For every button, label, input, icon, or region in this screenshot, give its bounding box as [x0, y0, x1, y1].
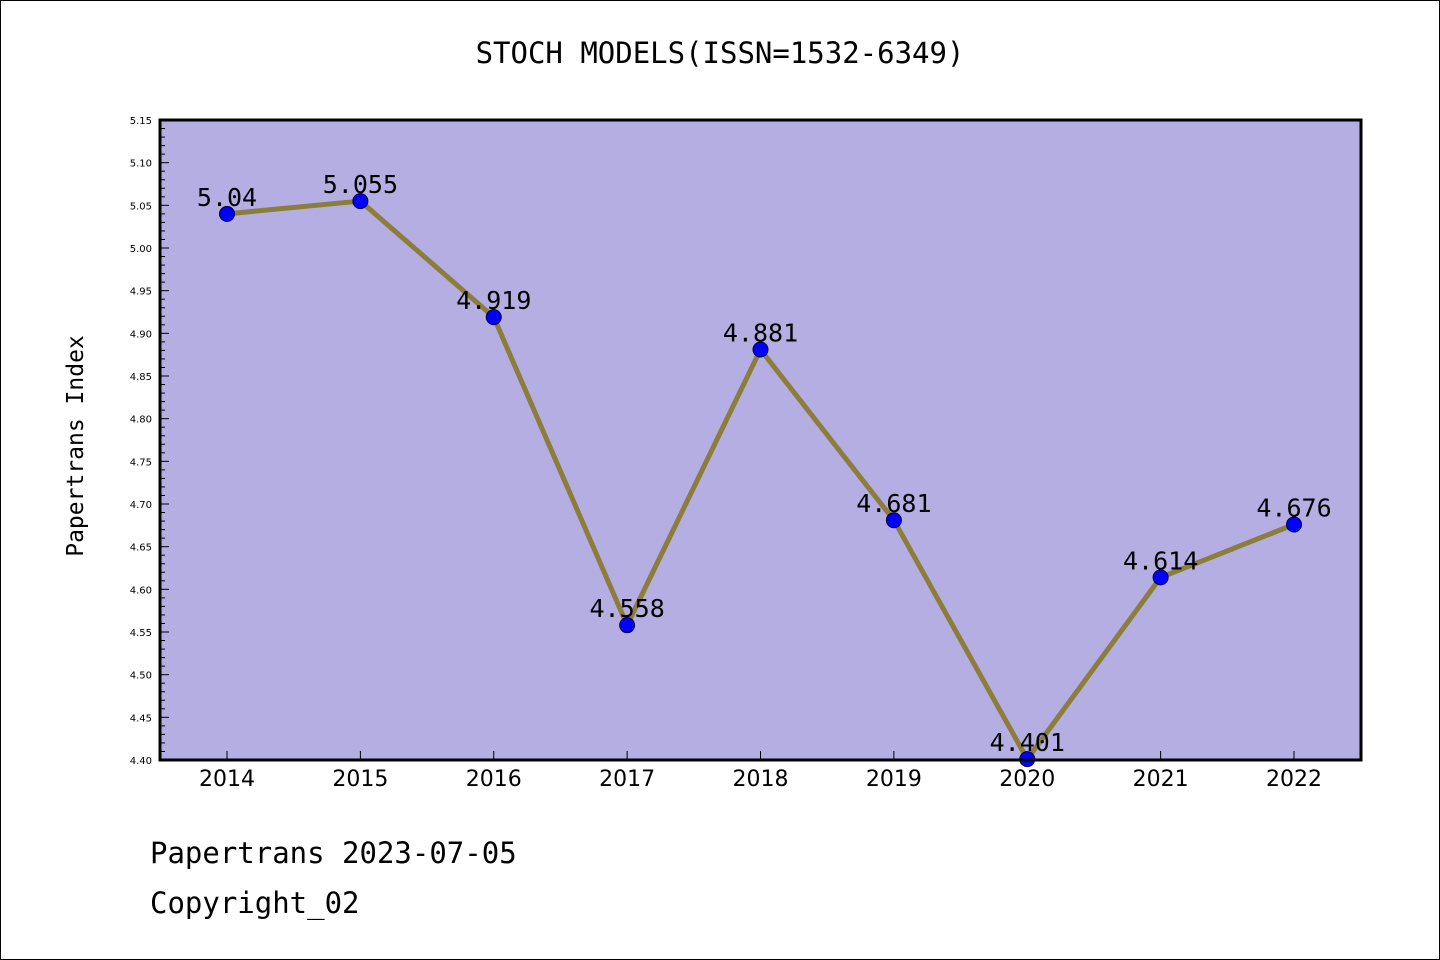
x-tick-label: 2015 — [332, 767, 388, 792]
x-tick-label: 2016 — [466, 767, 522, 792]
y-tick-label: 4.85 — [130, 372, 152, 383]
footer-copyright: Copyright_02 — [150, 886, 360, 920]
y-tick-label: 4.75 — [130, 457, 152, 468]
y-tick-label: 5.10 — [130, 159, 152, 170]
data-point — [219, 205, 235, 222]
data-labels: 5.04 5.055 4.919 4.558 4.881 4.681 4.401 4.614 4… — [197, 170, 1332, 757]
data-label: 5.04 — [197, 183, 257, 212]
y-tick-label: 4.90 — [130, 329, 152, 340]
data-point — [1286, 516, 1302, 533]
data-point — [885, 512, 902, 529]
y-tick-label: 4.40 — [130, 756, 152, 767]
y-tick-label: 4.45 — [130, 713, 152, 724]
data-label: 4.676 — [1256, 493, 1331, 522]
y-tick-label: 5.05 — [130, 201, 152, 212]
x-tick-label: 2022 — [1266, 767, 1322, 792]
y-tick-label: 5.00 — [130, 244, 152, 255]
data-point — [485, 309, 502, 326]
plot-area — [160, 120, 1361, 760]
y-tick-label: 5.15 — [130, 116, 152, 127]
x-tick-label: 2018 — [733, 767, 789, 792]
chart-title: STOCH MODELS(ISSN=1532-6349) — [475, 36, 965, 70]
footer-date: Papertrans 2023-07-05 — [150, 836, 517, 870]
x-tick-label: 2021 — [1133, 767, 1189, 792]
data-label: 4.558 — [589, 594, 664, 623]
data-point — [1152, 569, 1169, 586]
data-label: 4.681 — [856, 489, 931, 518]
data-label: 5.055 — [323, 170, 398, 199]
y-tick-label: 4.65 — [130, 543, 152, 554]
y-tick-label: 4.95 — [130, 287, 152, 298]
x-tick-label: 2017 — [599, 767, 655, 792]
x-tick-label: 2019 — [866, 767, 922, 792]
y-tick-label: 4.60 — [130, 585, 152, 596]
data-point — [619, 617, 636, 634]
y-tick-label: 4.70 — [130, 500, 152, 511]
y-tick-label: 4.50 — [130, 671, 152, 682]
plot-border — [158, 118, 1363, 762]
data-point — [352, 193, 369, 210]
data-label: 4.614 — [1123, 546, 1198, 575]
data-label: 4.881 — [723, 319, 798, 348]
data-label: 4.401 — [990, 728, 1065, 757]
x-tick-label: 2014 — [199, 767, 255, 792]
y-tick-label: 4.80 — [130, 415, 152, 426]
x-tick-label: 2020 — [999, 767, 1055, 792]
series-markers — [219, 193, 1302, 768]
data-point — [752, 341, 769, 358]
data-label: 4.919 — [456, 286, 531, 315]
y-tick-label: 4.55 — [130, 628, 152, 639]
x-axis: 2014 2015 2016 2017 2018 2019 2020 2021 2022 — [199, 751, 1322, 792]
